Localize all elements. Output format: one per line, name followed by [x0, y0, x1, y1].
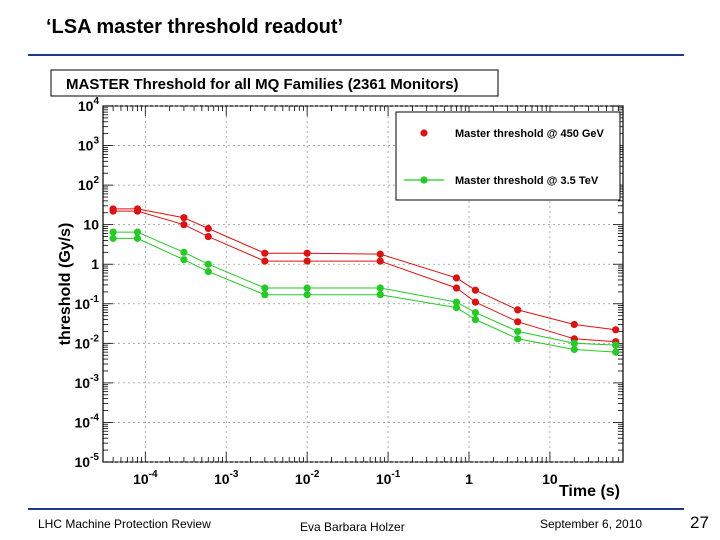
y-tick-label: 10-2: [75, 333, 100, 351]
series-2-point: [303, 291, 311, 299]
chart-title: MASTER Threshold for all MQ Families (23…: [66, 76, 459, 93]
series-2-point: [133, 228, 142, 236]
series-2-point: [376, 291, 384, 299]
series-1-point: [471, 298, 480, 306]
series-1-point: [514, 318, 522, 326]
y-tick-label: 10-4: [75, 412, 100, 430]
series-2-point: [180, 248, 188, 256]
series-2-point: [204, 268, 212, 276]
series-1-point: [204, 224, 212, 233]
y-tick-label: 10-1: [75, 294, 100, 312]
series-2-point: [612, 348, 620, 356]
y-tick-label: 1: [91, 256, 99, 272]
legend-marker-2: [420, 176, 428, 184]
series-2-point: [261, 284, 269, 292]
footer-author: Eva Barbara Holzer: [300, 520, 405, 534]
y-tick-label: 10-5: [75, 452, 100, 470]
series-2-point: [303, 284, 311, 292]
x-tick-label: 10-1: [376, 469, 401, 487]
series-2-point: [514, 335, 522, 343]
series-1-point: [303, 257, 311, 265]
series-1-point: [109, 207, 117, 215]
series-1-point: [180, 214, 188, 222]
y-axis-label: threshold (Gy/s): [57, 223, 74, 346]
series-2-point: [514, 327, 522, 336]
series-1-point: [570, 320, 578, 329]
y-tick-label: 104: [78, 96, 100, 114]
title-rule: [28, 54, 684, 56]
series-2-point: [261, 291, 269, 299]
footer-date: September 6, 2010: [540, 517, 643, 531]
series-1-point: [204, 232, 212, 241]
series-2-point: [133, 234, 142, 242]
page-number: 27: [690, 513, 709, 532]
x-tick-label: 10-4: [133, 469, 158, 487]
series-1-point: [612, 326, 620, 334]
series-1-point: [452, 284, 461, 292]
series-2-point: [452, 298, 461, 306]
series-1-point: [471, 286, 480, 294]
series-1-point: [452, 274, 461, 282]
series-2-point: [471, 308, 480, 317]
series-2-upper-line: [113, 231, 616, 346]
series-1-upper-line: [113, 208, 616, 331]
series-1-point: [376, 250, 384, 258]
series-2-point: [376, 284, 384, 292]
legend-label-2: Master threshold @ 3.5 TeV: [455, 175, 599, 187]
x-tick-label: 1: [465, 471, 473, 487]
y-tick-label: 10: [83, 217, 99, 233]
series-1-point: [303, 249, 311, 257]
series-1-point: [261, 257, 269, 265]
series-2-point: [204, 260, 212, 268]
legend-box: [395, 111, 621, 201]
x-tick-label: 10: [542, 471, 558, 487]
y-tick-label: 103: [78, 136, 100, 154]
x-axis-label: Time (s): [559, 483, 620, 500]
series-1-point: [514, 306, 522, 314]
series-2-lower-line: [113, 237, 616, 353]
footer-rule: [28, 508, 684, 510]
series-2-point: [471, 315, 480, 324]
slide-title: ‘LSA master threshold readout’: [46, 16, 344, 38]
series-2-point: [109, 234, 117, 242]
x-tick-label: 10-2: [295, 469, 320, 487]
y-tick-label: 102: [78, 175, 100, 193]
series-2-point: [452, 304, 461, 312]
y-tick-label: 10-3: [75, 373, 100, 391]
series-2-point: [570, 345, 578, 354]
x-tick-label: 10-3: [214, 469, 239, 487]
series-1-point: [180, 221, 188, 229]
series-1-point: [261, 249, 269, 257]
chart-title-box: [50, 69, 499, 97]
series-2-point: [109, 228, 117, 236]
series-2-point: [612, 341, 620, 349]
series-2-point: [570, 339, 578, 347]
footer-left: LHC Machine Protection Review: [38, 517, 211, 531]
series-1-point: [133, 207, 142, 215]
series-1-point: [376, 257, 384, 265]
legend-label-1: Master threshold @ 450 GeV: [455, 128, 605, 140]
legend-marker-1: [420, 129, 428, 137]
series-2-point: [180, 256, 188, 264]
series-1-lower-line: [113, 210, 616, 343]
